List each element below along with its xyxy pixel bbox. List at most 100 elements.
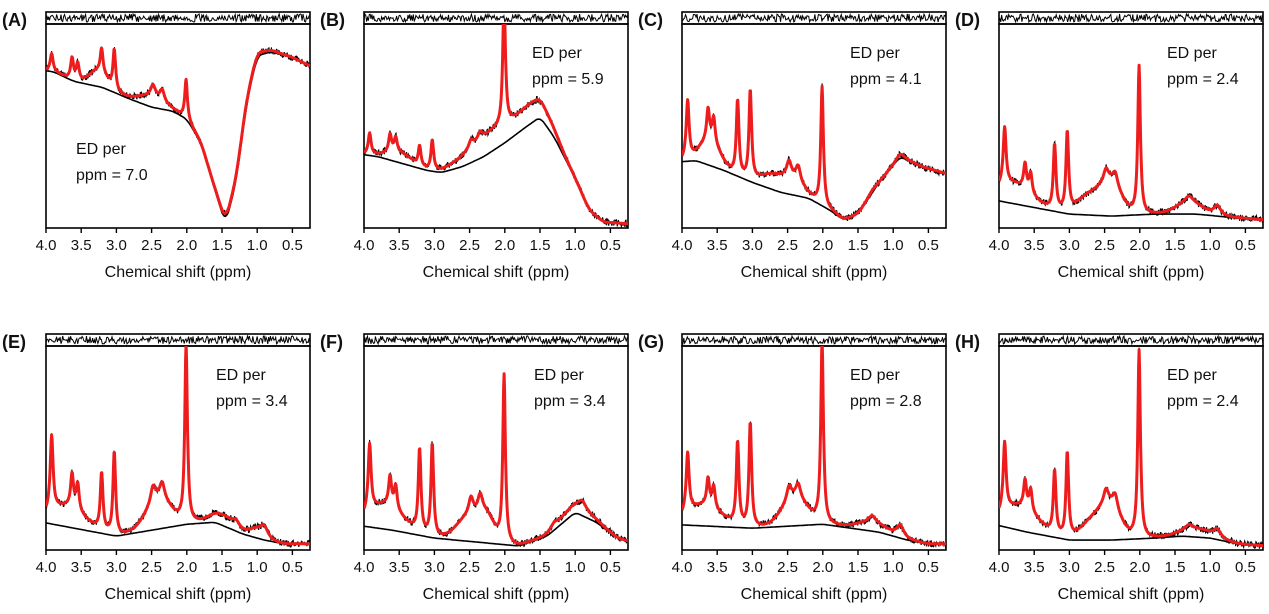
ed-per-ppm-annotation: ppm = 2.4 [1167, 393, 1239, 410]
x-tick-label: 0.5 [282, 237, 303, 254]
ed-per-ppm-annotation: ED per [1167, 45, 1217, 62]
x-tick-label: 4.0 [36, 559, 57, 576]
ed-per-ppm-annotation: ppm = 7.0 [76, 167, 148, 184]
ed-per-ppm-annotation: ED per [850, 45, 900, 62]
x-tick-label: 2.0 [494, 237, 515, 254]
x-tick-label: 0.5 [282, 559, 303, 576]
x-tick-label: 3.0 [742, 237, 763, 254]
x-tick-label: 1.0 [565, 237, 586, 254]
x-tick-label: 1.5 [848, 237, 869, 254]
baseline-series [682, 523, 946, 545]
x-tick-label: 0.5 [1235, 559, 1256, 576]
x-tick-label: 3.5 [71, 237, 92, 254]
x-tick-label: 2.0 [1129, 559, 1150, 576]
panel-b: (B) ED per ppm = 5.9 4.0 3.5 3.0 2.5 2.0 1.5 1.0 0… [320, 10, 629, 281]
x-tick-label: 3.0 [424, 559, 445, 576]
ed-per-ppm-annotation: ppm = 2.4 [1167, 71, 1239, 88]
x-tick-label: 1.0 [1200, 559, 1221, 576]
x-tick-label: 1.5 [530, 237, 551, 254]
panel-label: (C) [638, 10, 663, 30]
ed-per-ppm-annotation: ppm = 5.9 [532, 71, 604, 88]
fitted-spectrum [46, 46, 310, 215]
x-tick-label: 2.5 [459, 237, 480, 254]
plot-frame [363, 345, 629, 551]
x-tick-label: 0.5 [600, 237, 621, 254]
plot-frame [363, 23, 629, 229]
plot-frame [998, 23, 1264, 229]
baseline-series [999, 524, 1263, 547]
plot-frame [681, 23, 947, 229]
fitted-spectrum [364, 372, 628, 545]
x-tick-label: 2.0 [176, 559, 197, 576]
x-tick-label: 2.0 [1129, 237, 1150, 254]
x-tick-label: 3.0 [106, 559, 127, 576]
baseline-series [46, 51, 310, 218]
x-tick-label: 1.0 [565, 559, 586, 576]
x-tick-label: 1.0 [883, 237, 904, 254]
x-axis-label: Chemical shift (ppm) [741, 586, 888, 603]
x-tick-label: 1.0 [883, 559, 904, 576]
plot-frame [45, 23, 311, 229]
x-tick-label: 4.0 [354, 237, 375, 254]
x-axis-label: Chemical shift (ppm) [423, 264, 570, 281]
x-tick-label: 2.5 [1094, 237, 1115, 254]
fitted-spectrum [999, 63, 1263, 222]
residual-line [46, 12, 310, 24]
x-tick-label: 4.0 [989, 559, 1010, 576]
x-tick-label: 1.0 [247, 559, 268, 576]
measured-spectrum [682, 346, 946, 549]
x-tick-label: 1.5 [212, 559, 233, 576]
panel-label: (A) [2, 10, 27, 30]
ed-per-ppm-annotation: ED per [532, 45, 582, 62]
x-axis-label: Chemical shift (ppm) [105, 264, 252, 281]
x-tick-label: 4.0 [989, 237, 1010, 254]
x-tick-label: 2.0 [494, 559, 515, 576]
x-tick-label: 3.0 [1059, 559, 1080, 576]
x-tick-label: 3.5 [389, 559, 410, 576]
ed-per-ppm-annotation: ED per [76, 141, 126, 158]
panel-g: (G) ED per ppm = 2.8 4.0 3.5 3.0 2.5 2.0 1.5 1.0 0… [638, 332, 947, 603]
x-tick-label: 2.5 [141, 559, 162, 576]
x-tick-label: 0.5 [600, 559, 621, 576]
ed-per-ppm-annotation: ppm = 4.1 [850, 71, 922, 88]
ed-per-ppm-annotation: ED per [216, 367, 266, 384]
panel-label: (F) [320, 332, 343, 352]
panel-label: (G) [638, 332, 664, 352]
panel-e: (E) ED per ppm = 3.4 4.0 3.5 3.0 2.5 2.0 1.5 1.0 0… [2, 332, 311, 603]
ed-per-ppm-annotation: ED per [850, 367, 900, 384]
plot-frame [681, 345, 947, 551]
ed-per-ppm-annotation: ppm = 3.4 [216, 393, 288, 410]
plot-frame [998, 345, 1264, 551]
fitted-spectrum [682, 346, 946, 546]
residual-line [682, 12, 946, 24]
panel-d: (D) ED per ppm = 2.4 4.0 3.5 3.0 2.5 2.0 1.5 1.0 0… [955, 10, 1264, 281]
ed-per-ppm-annotation: ppm = 2.8 [850, 393, 922, 410]
panel-label: (E) [2, 332, 26, 352]
x-axis-label: Chemical shift (ppm) [423, 586, 570, 603]
x-tick-label: 3.5 [707, 559, 728, 576]
residual-line [46, 334, 310, 346]
x-tick-label: 2.0 [812, 559, 833, 576]
ed-per-ppm-annotation: ppm = 3.4 [534, 393, 606, 410]
x-tick-label: 1.0 [247, 237, 268, 254]
x-tick-label: 1.5 [1165, 237, 1186, 254]
x-tick-label: 4.0 [354, 559, 375, 576]
x-tick-label: 0.5 [918, 237, 939, 254]
ed-per-ppm-annotation: ED per [1167, 367, 1217, 384]
panel-label: (D) [955, 10, 980, 30]
x-tick-label: 2.5 [777, 559, 798, 576]
x-tick-label: 1.0 [1200, 237, 1221, 254]
x-axis-label: Chemical shift (ppm) [105, 586, 252, 603]
x-tick-label: 3.5 [71, 559, 92, 576]
panel-label: (B) [320, 10, 345, 30]
fitted-spectrum [999, 348, 1263, 548]
x-tick-label: 2.0 [176, 237, 197, 254]
fitted-spectrum [682, 84, 946, 220]
x-tick-label: 4.0 [672, 237, 693, 254]
panel-label: (H) [955, 332, 980, 352]
residual-line [364, 334, 628, 346]
plot-frame [45, 345, 311, 551]
fitted-spectrum [46, 346, 310, 546]
x-tick-label: 0.5 [918, 559, 939, 576]
baseline-series [364, 512, 628, 547]
